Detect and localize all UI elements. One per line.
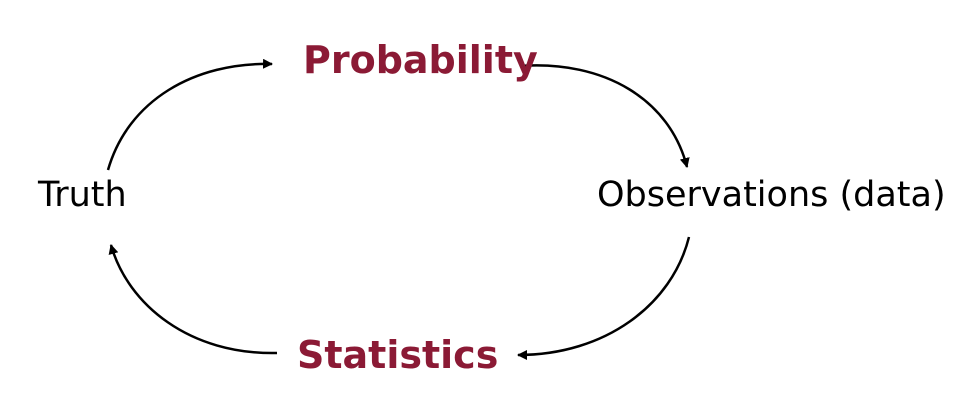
- node-statistics: Statistics: [297, 333, 499, 377]
- arrow-statistics-to-truth: [108, 244, 278, 355]
- node-probability: Probability: [303, 38, 538, 82]
- node-observations: Observations (data): [597, 175, 946, 215]
- arrow-probability-to-observations: [519, 64, 690, 168]
- arrow-observations-to-statistics: [517, 236, 691, 360]
- arrow-truth-to-probability: [106, 58, 273, 171]
- node-truth: Truth: [38, 175, 127, 215]
